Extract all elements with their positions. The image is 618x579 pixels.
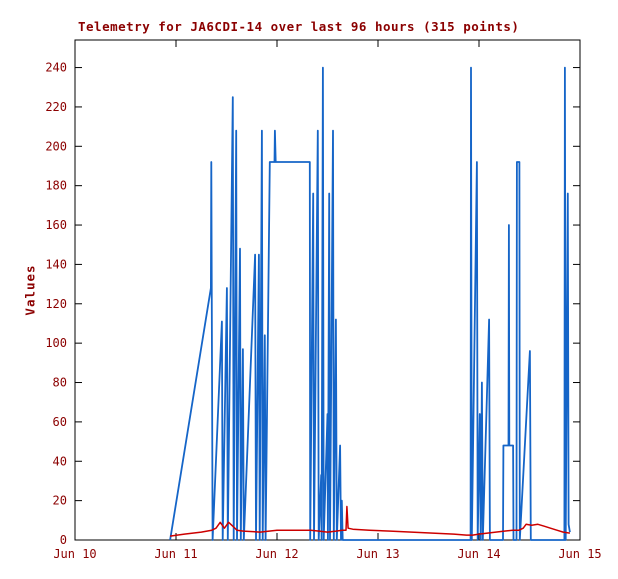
chart-title: Telemetry for JA6CDI-14 over last 96 hou…: [78, 19, 520, 34]
y-tick-label: 100: [45, 336, 67, 350]
x-tick-label: Jun 14: [457, 547, 500, 561]
x-tick-label: Jun 15: [558, 547, 601, 561]
y-tick-label: 240: [45, 61, 67, 75]
series-telemetry-avg: [169, 505, 571, 537]
y-tick-label: 40: [53, 454, 67, 468]
x-tick-label: Jun 11: [154, 547, 197, 561]
y-tick-label: 80: [53, 376, 67, 390]
x-tick-label: Jun 12: [255, 547, 298, 561]
y-tick-label: 120: [45, 297, 67, 311]
y-tick-label: 20: [53, 494, 67, 508]
y-tick-label: 220: [45, 100, 67, 114]
y-tick-label: 0: [60, 533, 67, 547]
x-tick-label: Jun 10: [53, 547, 96, 561]
series-telemetry-raw: [169, 66, 571, 541]
y-tick-label: 60: [53, 415, 67, 429]
y-tick-label: 180: [45, 179, 67, 193]
y-tick-label: 140: [45, 257, 67, 271]
y-tick-label: 160: [45, 218, 67, 232]
x-tick-label: Jun 13: [356, 547, 399, 561]
y-tick-label: 200: [45, 139, 67, 153]
